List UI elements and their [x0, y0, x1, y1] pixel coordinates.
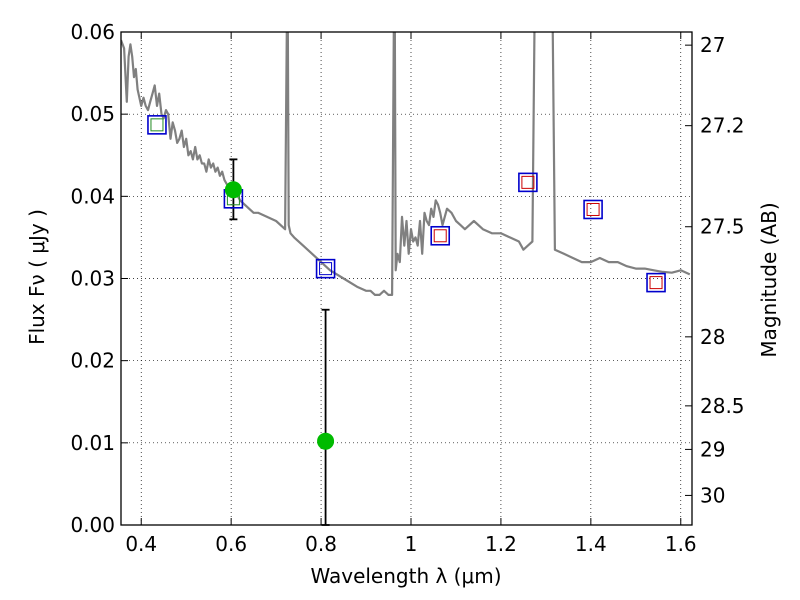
magnitude-tick-label: 30: [700, 483, 725, 507]
photometry-square: [147, 115, 167, 135]
x-tick-label: 1.6: [665, 532, 697, 556]
model-square: [319, 262, 333, 276]
y-tick-label: 0.06: [70, 20, 115, 44]
plot-frame: [120, 31, 693, 526]
magnitude-tick-label: 27.2: [700, 114, 745, 138]
x-axis-ticks: 0.4 0.6 0.8 1 1.2 1.4 1.6: [125, 32, 697, 556]
x-axis-title: Wavelength λ (μm): [310, 564, 501, 588]
photometry-square: [518, 172, 538, 193]
x-tick-label: 0.8: [305, 532, 337, 556]
photometry-square: [583, 199, 603, 220]
magnitude-tick-label: 28: [700, 325, 725, 349]
y-tick-label: 0.04: [70, 184, 115, 208]
x-tick-label: 1.4: [575, 532, 607, 556]
photometry-square: [646, 272, 666, 293]
model-square: [586, 202, 600, 216]
y-tick-label: 0.05: [70, 102, 115, 126]
photometry-square: [315, 258, 336, 279]
y-tick-label: 0.02: [70, 349, 115, 373]
magnitude-axis-ticks: 27 27.2 27.5 28 28.5 29 30: [685, 33, 745, 507]
y-tick-label: 0.00: [70, 513, 115, 537]
y-tick-label: 0.03: [70, 267, 115, 291]
error-bars: [229, 158, 330, 526]
model-square: [649, 276, 663, 290]
magnitude-tick-label: 28.5: [700, 394, 745, 418]
model-spectrum-line: [121, 32, 691, 296]
magnitude-tick-label: 27.5: [700, 215, 745, 239]
y-axis-title: Flux Fν ( μJy ): [25, 209, 49, 345]
magnitude-tick-label: 27: [700, 33, 725, 57]
model-square: [150, 118, 164, 132]
measurement-point: [317, 432, 335, 450]
magnitude-axis-title: Magnitude (AB): [757, 202, 781, 357]
x-tick-label: 0.6: [215, 532, 247, 556]
model-square: [433, 229, 447, 243]
x-tick-label: 0.4: [125, 532, 157, 556]
y-axis-ticks: 0.00 0.01 0.02 0.03 0.04 0.05 0.06: [70, 20, 128, 537]
magnitude-tick-label: 29: [700, 437, 725, 461]
photometry-squares: [147, 115, 666, 293]
spectrum-path: [121, 32, 691, 296]
grid-lines: [121, 31, 692, 526]
y-tick-label: 0.01: [70, 431, 115, 455]
measurement-point: [224, 181, 242, 199]
model-square: [521, 175, 535, 189]
photometry-square: [430, 225, 451, 246]
x-tick-label: 1: [405, 532, 418, 556]
x-tick-label: 1.2: [485, 532, 517, 556]
measurement-points: [224, 181, 335, 450]
